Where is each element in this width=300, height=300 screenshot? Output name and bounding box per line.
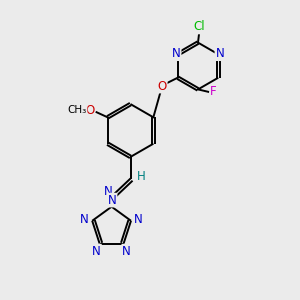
Text: N: N [80, 213, 89, 226]
Text: N: N [215, 47, 224, 60]
Text: O: O [158, 80, 167, 93]
Text: N: N [134, 213, 143, 226]
Text: O: O [85, 104, 94, 117]
Text: CH₃: CH₃ [68, 105, 87, 115]
Text: N: N [108, 194, 117, 207]
Text: N: N [122, 244, 131, 258]
Text: N: N [172, 47, 181, 60]
Text: N: N [92, 244, 101, 258]
Text: N: N [104, 185, 113, 198]
Text: F: F [210, 85, 217, 98]
Text: Cl: Cl [194, 20, 205, 34]
Text: H: H [136, 169, 146, 183]
